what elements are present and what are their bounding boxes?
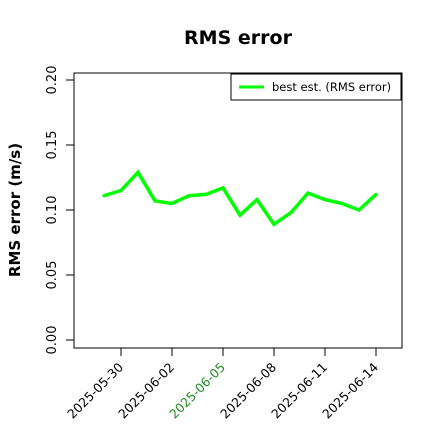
data-point bbox=[340, 201, 344, 206]
data-point bbox=[357, 208, 361, 212]
y-axis: 0.00 0.05 0.10 0.15 0.20 bbox=[45, 66, 74, 355]
data-point bbox=[102, 194, 106, 198]
data-point bbox=[136, 170, 140, 174]
legend-label: best est. (RMS error) bbox=[272, 80, 391, 94]
y-tick-label: 0.15 bbox=[45, 131, 60, 160]
series-layer bbox=[102, 169, 378, 227]
data-point bbox=[374, 192, 378, 196]
y-tick-label: 0.10 bbox=[45, 196, 60, 225]
data-point bbox=[289, 211, 293, 215]
data-point bbox=[221, 186, 225, 190]
data-point bbox=[204, 192, 208, 196]
y-tick-label: 0.00 bbox=[45, 326, 60, 355]
data-point bbox=[255, 198, 259, 202]
y-axis-label: RMS error (m/s) bbox=[6, 143, 24, 277]
y-tick-label: 0.20 bbox=[45, 66, 60, 95]
data-point bbox=[119, 188, 123, 193]
data-point bbox=[323, 198, 327, 202]
data-point bbox=[306, 191, 310, 195]
data-point bbox=[170, 201, 174, 206]
data-point bbox=[272, 222, 276, 226]
data-point bbox=[153, 199, 157, 203]
x-axis: 2025-05-302025-06-022025-06-052025-06-08… bbox=[64, 348, 381, 421]
chart-title: RMS error bbox=[184, 27, 293, 49]
y-tick-label: 0.05 bbox=[45, 261, 60, 290]
data-point bbox=[238, 213, 242, 217]
data-point bbox=[187, 194, 191, 198]
legend: best est. (RMS error) bbox=[230, 73, 402, 101]
